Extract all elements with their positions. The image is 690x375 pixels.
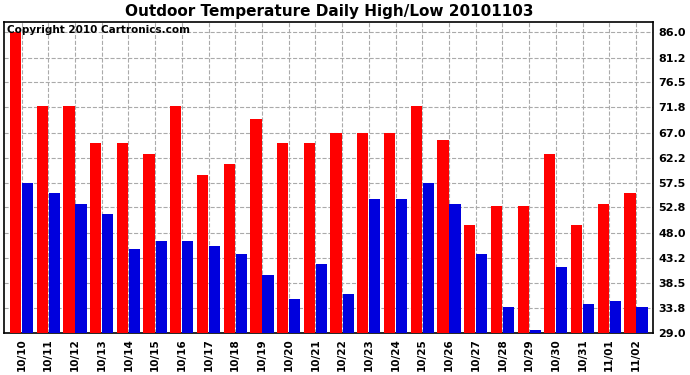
Bar	[476, 254, 487, 375]
Bar	[75, 204, 86, 375]
Bar	[250, 119, 262, 375]
Bar	[90, 143, 101, 375]
Bar	[357, 132, 368, 375]
Bar	[144, 154, 155, 375]
Bar	[369, 198, 380, 375]
Bar	[236, 254, 247, 375]
Bar	[63, 106, 75, 375]
Bar	[449, 204, 461, 375]
Bar	[423, 183, 434, 375]
Bar	[102, 214, 113, 375]
Bar	[544, 154, 555, 375]
Bar	[129, 249, 140, 375]
Bar	[491, 206, 502, 375]
Bar	[49, 193, 60, 375]
Bar	[396, 198, 407, 375]
Bar	[37, 106, 48, 375]
Bar	[331, 132, 342, 375]
Bar	[503, 307, 514, 375]
Bar	[583, 304, 594, 375]
Bar	[22, 183, 33, 375]
Bar	[117, 143, 128, 375]
Bar	[636, 307, 648, 375]
Bar	[384, 132, 395, 375]
Bar	[277, 143, 288, 375]
Bar	[529, 330, 541, 375]
Bar	[10, 32, 21, 375]
Bar	[262, 275, 274, 375]
Bar	[464, 225, 475, 375]
Bar	[316, 264, 327, 375]
Bar	[304, 143, 315, 375]
Bar	[224, 164, 235, 375]
Bar	[197, 175, 208, 375]
Bar	[571, 225, 582, 375]
Bar	[598, 204, 609, 375]
Bar	[610, 302, 621, 375]
Bar	[289, 299, 300, 375]
Bar	[518, 206, 529, 375]
Bar	[182, 241, 193, 375]
Bar	[624, 193, 635, 375]
Bar	[411, 106, 422, 375]
Bar	[342, 294, 354, 375]
Bar	[437, 141, 448, 375]
Bar	[209, 246, 220, 375]
Bar	[556, 267, 567, 375]
Title: Outdoor Temperature Daily High/Low 20101103: Outdoor Temperature Daily High/Low 20101…	[124, 4, 533, 19]
Bar	[170, 106, 181, 375]
Bar	[155, 241, 167, 375]
Text: Copyright 2010 Cartronics.com: Copyright 2010 Cartronics.com	[8, 25, 190, 35]
